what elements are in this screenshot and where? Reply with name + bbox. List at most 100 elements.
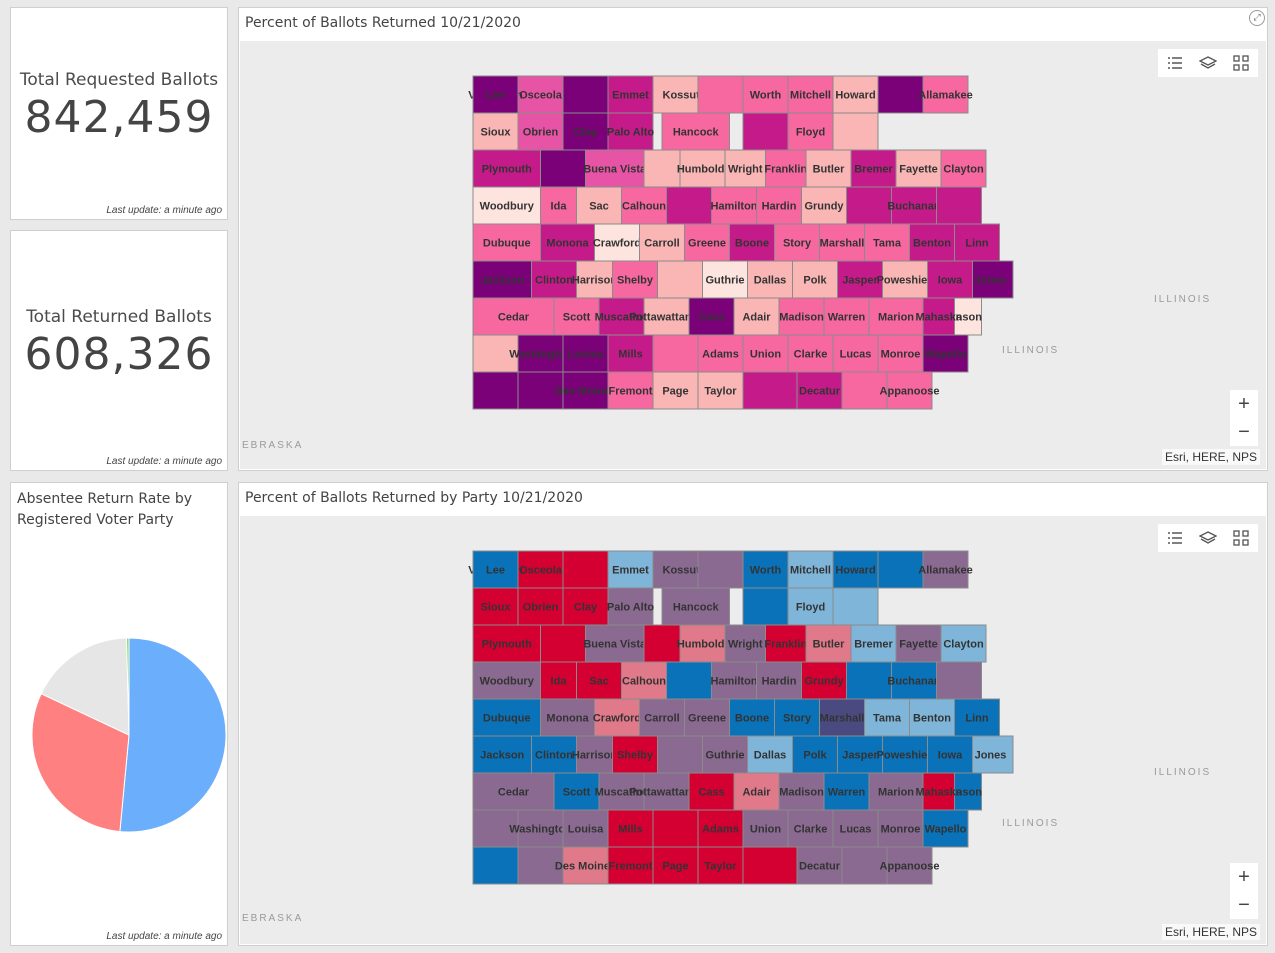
map-attribution[interactable]: Esri, HERE, NPS <box>1161 449 1260 465</box>
county-obrien[interactable]: Obrien <box>517 112 564 151</box>
county-polk[interactable]: Polk <box>792 260 838 299</box>
county-muscatine[interactable]: Muscatine <box>595 772 649 811</box>
county-adair[interactable]: Adair <box>733 297 780 336</box>
county-marshall[interactable]: Marshall <box>819 698 865 737</box>
county-choropleth-map[interactable]: LyonOsceolaEmmetKossuthWorthMitchellHowa… <box>240 41 1266 469</box>
county-cerro-gordo[interactable] <box>742 587 789 626</box>
county-winneshiek[interactable] <box>877 75 924 114</box>
county-buena-vista[interactable]: Buena Vista <box>583 149 647 188</box>
county-chickasaw[interactable] <box>832 587 879 626</box>
county-black-hawk[interactable] <box>846 186 892 225</box>
map-view[interactable]: ILLINOIS ILLINOIS EBRASKA LyonOsceolaEmm… <box>240 41 1266 469</box>
county-buchanan[interactable]: Buchanan <box>887 661 941 700</box>
county-buchanan[interactable]: Buchanan <box>887 186 941 225</box>
county-hancock[interactable]: Hancock <box>661 587 730 626</box>
county-winnebago[interactable] <box>697 75 744 114</box>
county-emmet[interactable]: Emmet <box>607 75 654 114</box>
county-henry[interactable] <box>517 846 564 885</box>
county-jackson[interactable]: Jackson <box>472 735 532 774</box>
county-choropleth-map[interactable]: LyonOsceolaEmmetKossuthWorthMitchellHowa… <box>240 516 1266 944</box>
county-washington[interactable]: Washington <box>509 334 572 373</box>
county-jefferson[interactable] <box>472 371 519 410</box>
county-shelby[interactable]: Shelby <box>612 735 658 774</box>
county-plymouth[interactable]: Plymouth <box>472 149 541 188</box>
county-page[interactable]: Page <box>652 846 699 885</box>
county-cedar[interactable]: Cedar <box>472 297 555 336</box>
layers-icon[interactable] <box>1197 527 1219 549</box>
county-bremer[interactable]: Bremer <box>850 149 897 188</box>
pie-slice-no-party[interactable] <box>40 637 130 736</box>
county-pocahontas[interactable] <box>643 624 681 663</box>
county-bremer[interactable]: Bremer <box>850 624 897 663</box>
county-decatur[interactable]: Decatur <box>796 371 843 410</box>
county-poweshiek[interactable]: Poweshiek <box>877 260 935 299</box>
county-benton[interactable]: Benton <box>909 698 955 737</box>
county-osceola[interactable]: Osceola <box>517 75 564 114</box>
county-pottawattamie[interactable]: Pottawattamie <box>629 772 704 811</box>
pie-slice-republican[interactable] <box>31 693 130 833</box>
county-scott[interactable]: Scott <box>553 297 600 336</box>
county-crawford[interactable]: Crawford <box>593 698 641 737</box>
county-allamakee[interactable]: Allamakee <box>918 550 973 589</box>
list-icon[interactable] <box>1164 527 1186 549</box>
county-ida[interactable]: Ida <box>540 186 577 225</box>
county-iowa[interactable]: Iowa <box>927 260 973 299</box>
county-des-moines[interactable]: Des Moines <box>555 371 616 410</box>
county-fayette[interactable]: Fayette <box>895 624 942 663</box>
county-mills[interactable]: Mills <box>607 334 654 373</box>
layers-icon[interactable] <box>1197 52 1219 74</box>
county-worth[interactable]: Worth <box>742 75 789 114</box>
zoom-out-button[interactable]: − <box>1238 421 1250 443</box>
county-dallas[interactable]: Dallas <box>747 260 793 299</box>
county-story[interactable]: Story <box>774 698 820 737</box>
county-greene[interactable]: Greene <box>684 223 730 262</box>
county-greene[interactable]: Greene <box>684 698 730 737</box>
county-louisa[interactable]: Louisa <box>562 334 609 373</box>
county-calhoun[interactable]: Calhoun <box>621 661 667 700</box>
county-obrien[interactable]: Obrien <box>517 587 564 626</box>
county-wapello[interactable]: Wapello <box>922 809 969 848</box>
county-allamakee[interactable]: Allamakee <box>918 75 973 114</box>
county-sac[interactable]: Sac <box>576 186 622 225</box>
county-cerro-gordo[interactable] <box>742 112 789 151</box>
county-appanoose[interactable]: Appanoose <box>880 846 940 885</box>
county-webster[interactable] <box>666 661 712 700</box>
county-mitchell[interactable]: Mitchell <box>787 550 834 589</box>
county-tama[interactable]: Tama <box>864 223 910 262</box>
county-mitchell[interactable]: Mitchell <box>787 75 834 114</box>
county-wright[interactable]: Wright <box>724 149 766 188</box>
county-chickasaw[interactable] <box>832 112 879 151</box>
county-jasper[interactable]: Jasper <box>837 260 883 299</box>
county-howard[interactable]: Howard <box>832 75 879 114</box>
county-monona[interactable]: Monona <box>540 698 595 737</box>
county-sioux[interactable]: Sioux <box>472 112 519 151</box>
county-clayton[interactable]: Clayton <box>940 149 987 188</box>
county-audubon[interactable] <box>657 260 703 299</box>
county-henry[interactable] <box>517 371 564 410</box>
zoom-out-button[interactable]: − <box>1238 894 1250 916</box>
map-view[interactable]: ILLINOIS ILLINOIS EBRASKA LyonOsceolaEmm… <box>240 516 1266 944</box>
county-palo-alto[interactable]: Palo Alto <box>607 112 655 151</box>
county-monroe[interactable]: Monroe <box>877 809 924 848</box>
county-decatur[interactable]: Decatur <box>796 846 843 885</box>
county-sioux[interactable]: Sioux <box>472 587 519 626</box>
county-plymouth[interactable]: Plymouth <box>472 624 541 663</box>
county-calhoun[interactable]: Calhoun <box>621 186 667 225</box>
county-jackson[interactable]: Jackson <box>472 260 532 299</box>
county-des-moines[interactable]: Des Moines <box>555 846 616 885</box>
county-fayette[interactable]: Fayette <box>895 149 942 188</box>
county-story[interactable]: Story <box>774 223 820 262</box>
county-lee[interactable]: Lee <box>472 75 519 114</box>
county-pocahontas[interactable] <box>643 149 681 188</box>
county-cherokee[interactable] <box>540 624 586 663</box>
county-keokuk[interactable] <box>472 334 519 373</box>
county-adair[interactable]: Adair <box>733 772 780 811</box>
county-fremont[interactable]: Fremont <box>607 846 654 885</box>
county-tama[interactable]: Tama <box>864 698 910 737</box>
county-wright[interactable]: Wright <box>724 624 766 663</box>
county-hardin[interactable]: Hardin <box>756 186 802 225</box>
county-madison[interactable]: Madison <box>778 772 825 811</box>
county-osceola[interactable]: Osceola <box>517 550 564 589</box>
county-carroll[interactable]: Carroll <box>639 223 685 262</box>
county-clinton[interactable]: Clinton <box>531 260 577 299</box>
